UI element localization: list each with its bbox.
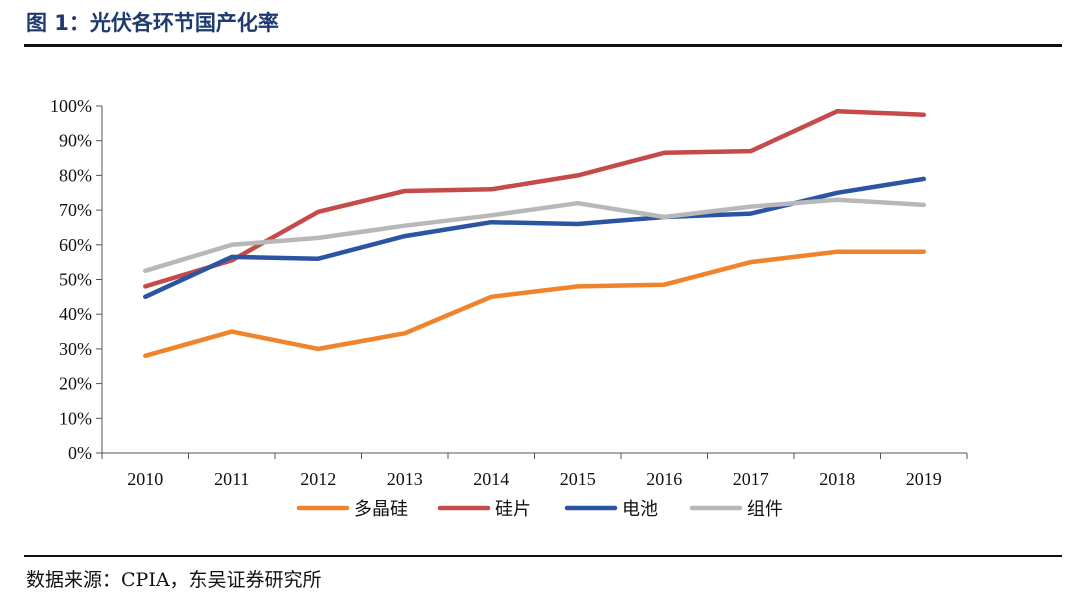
series-line-1 <box>143 249 927 359</box>
source-note: 数据来源：CPIA，东吴证券研究所 <box>26 569 322 591</box>
x-tick-label: 2018 <box>819 469 855 489</box>
x-tick-label: 2010 <box>127 469 163 489</box>
x-tick-label: 2011 <box>214 469 249 489</box>
y-tick-label: 40% <box>59 304 92 324</box>
chart-area: 0% 10% 20% 30% 40% 50% 60% 70% 80% 90% 100% 2010 201… <box>0 50 1070 550</box>
y-tick-label: 10% <box>59 408 92 428</box>
x-tick-label: 2014 <box>473 469 509 489</box>
y-tick-label: 60% <box>59 235 92 255</box>
y-tick-label: 70% <box>59 200 92 220</box>
legend-label-2: 硅片 <box>495 499 531 520</box>
x-tick-label: 2017 <box>733 469 769 489</box>
bottom-divider <box>24 555 1062 557</box>
series-line-3 <box>143 176 927 300</box>
y-tick-label: 50% <box>59 270 92 290</box>
x-tick-label: 2019 <box>906 469 942 489</box>
legend-label-4: 组件 <box>747 499 783 520</box>
x-tick-label: 2016 <box>646 469 682 489</box>
legend-label-3: 电池 <box>622 499 658 520</box>
legend-label-1: 多晶硅 <box>354 499 408 520</box>
chart-title: 图 1：光伏各环节国产化率 <box>26 11 279 35</box>
y-tick-label: 20% <box>59 374 92 394</box>
series-line-2 <box>143 108 927 289</box>
y-tick-label: 30% <box>59 339 92 359</box>
y-tick-label: 90% <box>59 131 92 151</box>
x-tick-label: 2013 <box>387 469 423 489</box>
line-chart: 0% 10% 20% 30% 40% 50% 60% 70% 80% 90% 100% 2010 201… <box>50 96 968 520</box>
y-tick-label: 80% <box>59 165 92 185</box>
y-tick-label: 0% <box>68 443 92 463</box>
x-tick-label: 2012 <box>300 469 336 489</box>
series-line-4 <box>143 197 927 274</box>
top-divider <box>24 44 1062 47</box>
y-tick-label: 100% <box>50 96 92 116</box>
x-tick-label: 2015 <box>560 469 596 489</box>
